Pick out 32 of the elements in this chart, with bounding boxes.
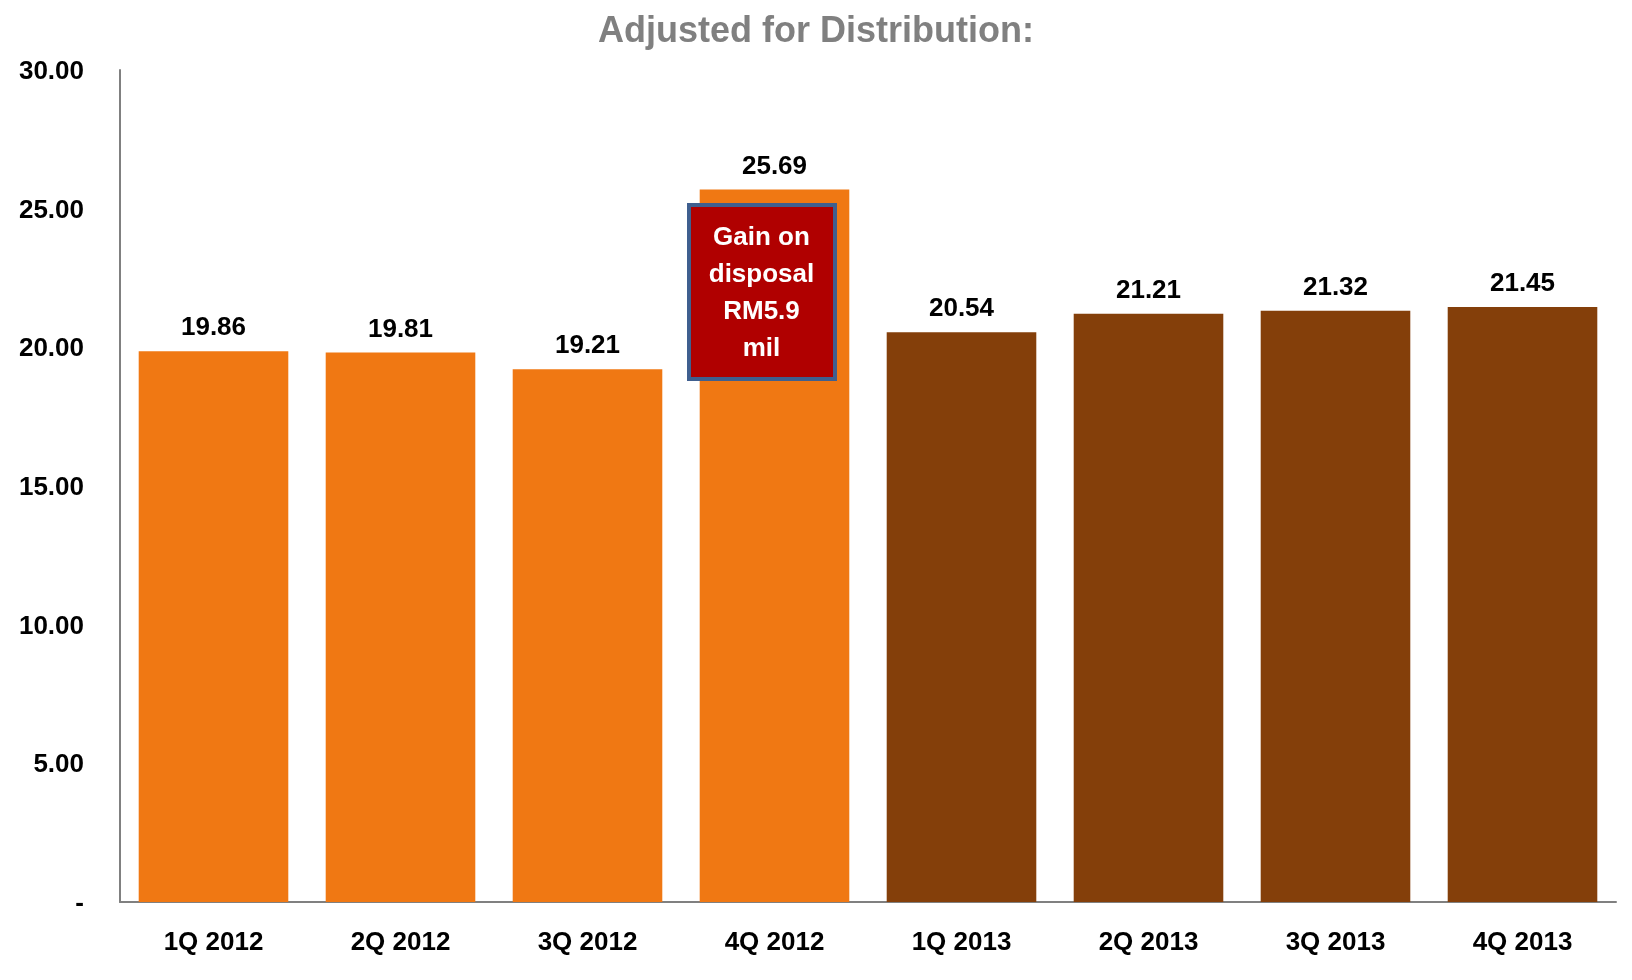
y-tick-label: 10.00 — [18, 609, 84, 640]
data-label: 21.32 — [1302, 270, 1369, 301]
data-label: 20.54 — [928, 292, 995, 323]
data-label: 21.21 — [1115, 273, 1182, 304]
y-tick-label: 20.00 — [18, 332, 84, 363]
x-tick-label: 3Q 2012 — [537, 926, 638, 956]
bar — [1260, 310, 1411, 902]
y-tick-label: 30.00 — [18, 55, 84, 85]
x-tick-label: 2Q 2013 — [1098, 926, 1199, 956]
data-label: 25.69 — [741, 149, 808, 180]
bar — [886, 332, 1037, 902]
bar — [138, 351, 289, 902]
data-label: 19.21 — [554, 329, 621, 360]
bar — [325, 352, 476, 902]
y-tick-label: 5.00 — [33, 748, 84, 779]
callout-box: Gain on disposal RM5.9 mil — [686, 203, 837, 382]
x-tick-label: 4Q 2013 — [1472, 926, 1573, 956]
y-tick-label: - — [75, 887, 84, 917]
bar — [1073, 313, 1224, 902]
data-label: 19.86 — [180, 311, 247, 342]
x-tick-label: 2Q 2012 — [350, 926, 451, 956]
bar — [1447, 307, 1598, 902]
data-label: 19.81 — [367, 312, 434, 343]
y-tick-label: 15.00 — [18, 471, 84, 501]
x-tick-label: 3Q 2013 — [1285, 926, 1386, 956]
bar — [512, 369, 663, 902]
data-label: 21.45 — [1489, 267, 1556, 298]
x-tick-label: 1Q 2012 — [163, 926, 264, 956]
y-tick-label: 25.00 — [18, 193, 84, 224]
x-tick-label: 4Q 2012 — [724, 926, 825, 956]
chart-title: Adjusted for Distribution: — [598, 8, 1034, 50]
x-tick-label: 1Q 2013 — [911, 926, 1012, 956]
